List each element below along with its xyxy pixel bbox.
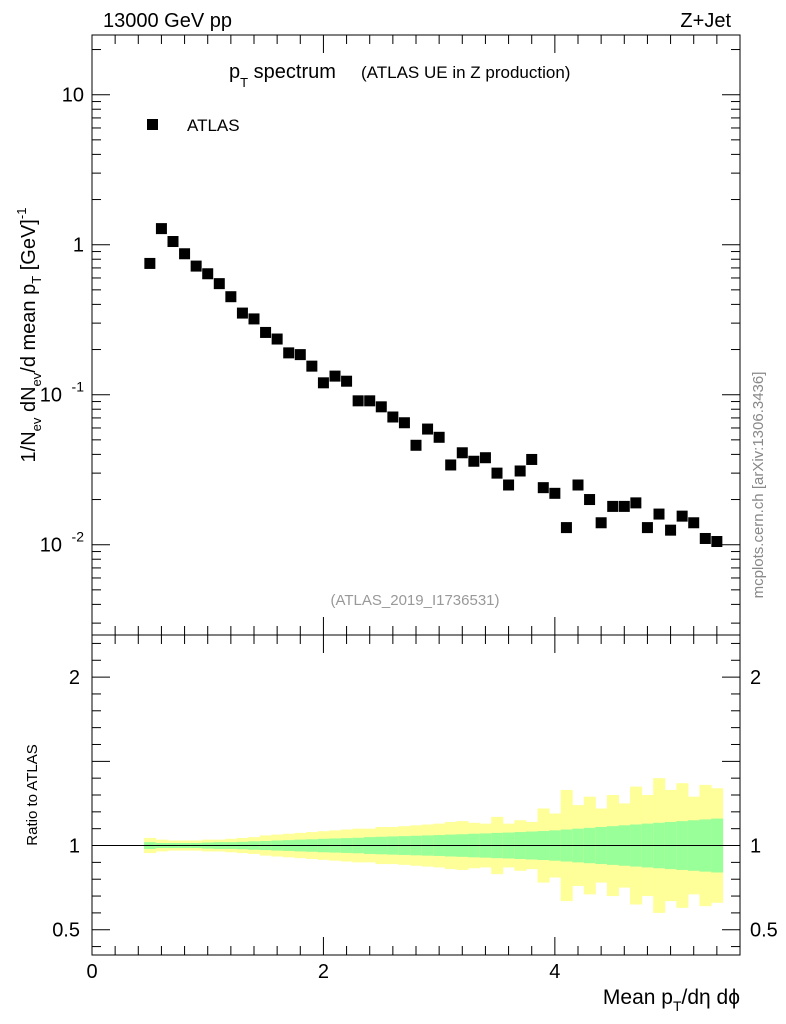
data-point xyxy=(572,479,584,491)
data-point xyxy=(607,500,619,512)
ratio-y-tick-label-left: 1 xyxy=(69,836,80,858)
data-point xyxy=(433,431,445,443)
data-point xyxy=(560,522,572,534)
data-point xyxy=(584,494,596,506)
x-tick-label: 4 xyxy=(549,961,560,983)
data-point xyxy=(526,453,538,465)
data-point xyxy=(641,522,653,534)
legend-marker xyxy=(147,119,158,130)
data-point xyxy=(364,395,376,407)
data-point xyxy=(514,465,526,477)
data-point xyxy=(398,417,410,429)
data-point xyxy=(653,508,665,520)
ratio-axes: 2 2 1 1 0.5 0.5 0 2 4 xyxy=(52,635,778,983)
data-point xyxy=(479,452,491,464)
ratio-y-tick-label-left: 2 xyxy=(69,667,80,689)
data-point xyxy=(213,278,225,290)
data-point xyxy=(329,370,341,382)
data-point xyxy=(225,291,237,303)
data-point xyxy=(491,467,503,479)
ylabel-h: -1 xyxy=(14,208,29,220)
process-label: Z+Jet xyxy=(680,10,731,32)
main-marks xyxy=(144,223,723,548)
data-point xyxy=(248,313,260,325)
data-point xyxy=(630,497,642,509)
data-point xyxy=(699,532,711,544)
main-y-tick-exponent: -2 xyxy=(72,529,85,545)
ylabel-c: dN xyxy=(18,386,40,417)
data-point xyxy=(179,248,191,260)
analysis-id: (ATLAS_2019_I1736531) xyxy=(330,592,499,609)
energy-label: 13000 GeV pp xyxy=(103,10,232,32)
main-y-tick-label: 10 xyxy=(62,85,84,107)
data-point xyxy=(595,517,607,529)
main-y-tick-label: 10 xyxy=(40,535,62,557)
xlabel-a: Mean p xyxy=(603,986,673,1009)
data-point xyxy=(445,459,457,471)
ratio-marks xyxy=(92,778,740,913)
xlabel-c: /dη dϕ xyxy=(682,986,740,1009)
data-point xyxy=(341,375,353,387)
main-y-tick-label: 10 xyxy=(40,385,62,407)
data-point xyxy=(144,257,156,269)
main-y-label: 1/Nev dNev/d mean pT [GeV]-1 xyxy=(14,208,44,463)
ylabel-f: T xyxy=(29,276,44,284)
data-point xyxy=(260,326,272,338)
ratio-y-tick-label-right: 0.5 xyxy=(750,920,778,942)
data-point xyxy=(422,423,434,435)
data-point xyxy=(155,223,167,235)
data-point xyxy=(410,439,422,451)
data-point xyxy=(468,455,480,467)
chart-title: pT spectrum xyxy=(229,61,336,90)
data-point xyxy=(167,236,179,248)
data-point xyxy=(236,307,248,319)
x-tick-label: 2 xyxy=(318,961,329,983)
ylabel-a: 1/N xyxy=(18,431,40,462)
data-point xyxy=(665,524,677,536)
x-axis-label: Mean pT/dη dϕ xyxy=(603,986,740,1014)
data-point xyxy=(503,479,515,491)
ylabel-b: ev xyxy=(29,417,44,431)
watermark: mcplots.cern.ch [arXiv:1306.3436] xyxy=(750,372,767,599)
main-axes: 10 1 10 -1 10 -2 xyxy=(40,35,741,635)
ylabel-g: [GeV] xyxy=(18,219,40,276)
data-point xyxy=(283,347,295,359)
ylabel-d: ev xyxy=(29,372,44,386)
ratio-y-tick-label-right: 1 xyxy=(750,836,761,858)
main-y-tick-label: 1 xyxy=(73,235,84,257)
data-point xyxy=(676,510,688,522)
data-point xyxy=(294,349,306,361)
data-point xyxy=(711,536,723,548)
data-point xyxy=(618,500,630,512)
data-point xyxy=(317,377,329,389)
main-y-tick-exponent: -1 xyxy=(72,379,85,395)
title-spectrum: spectrum xyxy=(248,61,336,83)
data-point xyxy=(549,487,561,499)
legend-label: ATLAS xyxy=(187,116,240,135)
ratio-y-tick-label-left: 0.5 xyxy=(52,920,80,942)
xlabel-b: T xyxy=(673,998,682,1014)
data-point xyxy=(202,268,214,280)
data-point xyxy=(387,411,399,423)
data-point xyxy=(352,395,364,407)
data-point xyxy=(306,360,318,372)
data-point xyxy=(375,401,387,413)
x-tick-label: 0 xyxy=(86,961,97,983)
data-point xyxy=(271,333,283,345)
chart-title-note: (ATLAS UE in Z production) xyxy=(361,63,570,82)
ratio-y-label: Ratio to ATLAS xyxy=(24,744,41,845)
ratio-panel: 2 2 1 1 0.5 0.5 0 2 4 Ratio to ATLAS Mean pT/dη … xyxy=(24,634,778,1014)
title-p: p xyxy=(229,61,240,83)
data-point xyxy=(190,260,202,272)
data-point xyxy=(537,482,549,494)
ylabel-e: /d mean p xyxy=(18,284,40,373)
data-point xyxy=(456,447,468,459)
data-point xyxy=(688,517,700,529)
ratio-y-tick-label-right: 2 xyxy=(750,667,761,689)
title-t: T xyxy=(240,75,248,90)
ratio-frame xyxy=(91,634,741,956)
